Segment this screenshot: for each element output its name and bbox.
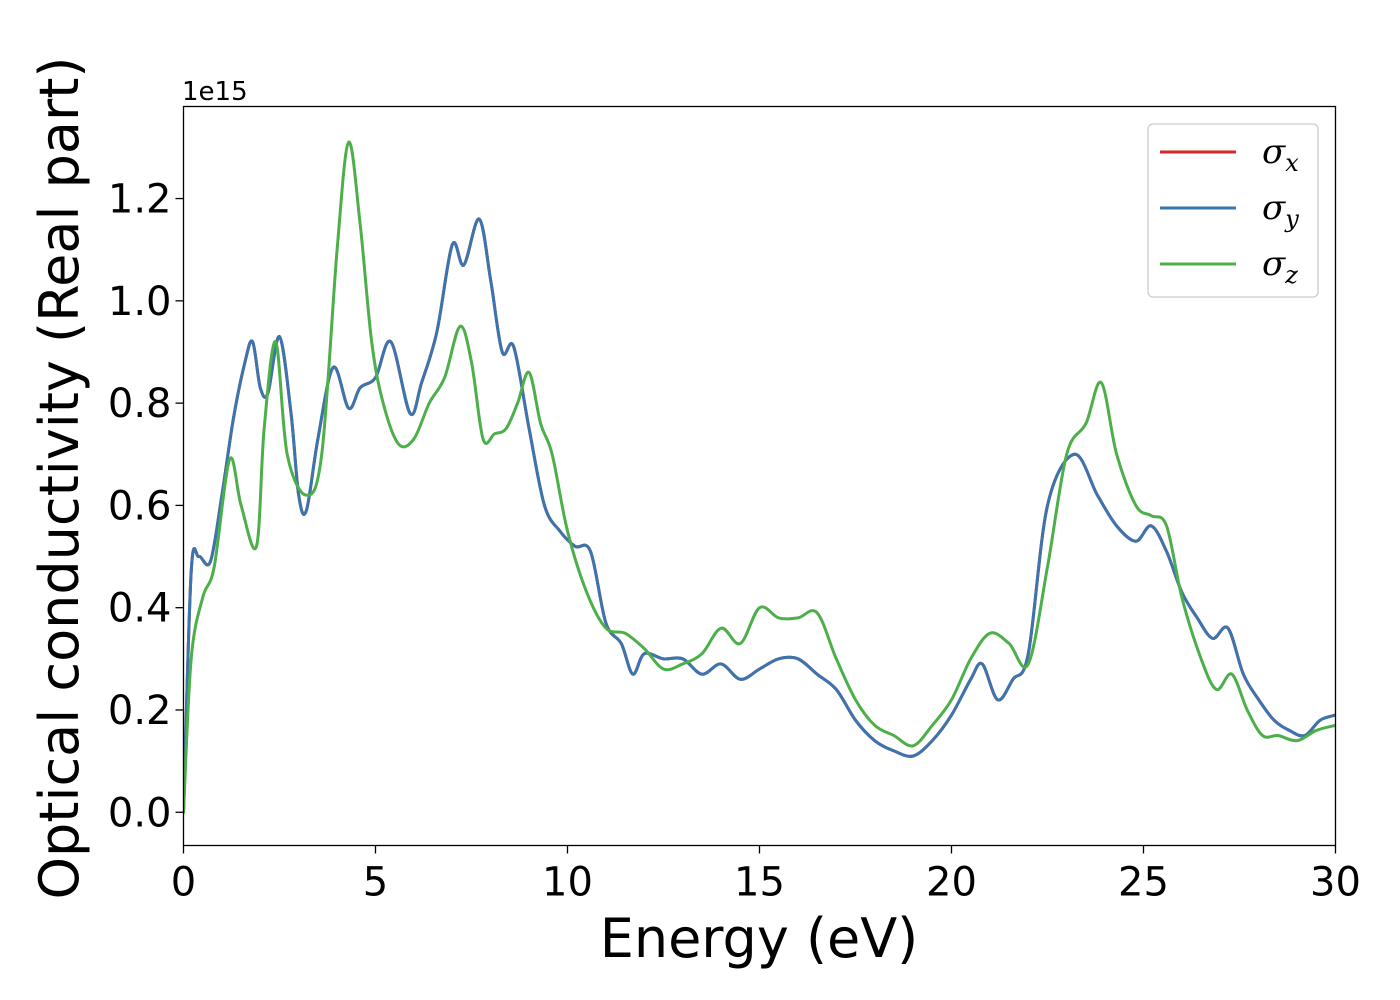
y-tick-label: 0.4	[108, 586, 172, 632]
series-layer	[183, 140, 1336, 814]
y-tick-label: 1.2	[108, 177, 172, 223]
x-tick-label: 0	[171, 860, 196, 906]
x-tick-label: 25	[1118, 860, 1169, 906]
legend-box	[1147, 123, 1319, 298]
y-axis-offset-label: 1e15	[182, 77, 248, 107]
x-tick-label: 20	[926, 860, 977, 906]
x-tick-label: 10	[542, 860, 593, 906]
legend: σx σy σz	[1147, 123, 1319, 298]
y-tick-label: 0.8	[108, 381, 172, 427]
series-line-y	[183, 217, 1336, 814]
x-axis-title: Energy (eV)	[600, 907, 919, 970]
y-tick-label: 0.6	[108, 483, 172, 529]
y-tick-label: 0.0	[108, 790, 172, 836]
x-tick-label: 30	[1310, 860, 1361, 906]
legend-label-y: σy	[1262, 188, 1299, 233]
x-axis-ticks: 0 5 10 15 20 25 30	[171, 845, 1361, 906]
series-line-z	[183, 140, 1336, 814]
series-line-x	[183, 217, 1336, 814]
y-axis-title: Optical conductivity (Real part)	[28, 57, 91, 900]
x-tick-label: 15	[734, 860, 785, 906]
y-tick-label: 0.2	[108, 688, 172, 734]
legend-label-x: σx	[1262, 132, 1299, 177]
y-axis-ticks: 0.0 0.2 0.4 0.6 0.8 1.0 1.2	[108, 177, 184, 836]
y-tick-label: 1.0	[108, 279, 172, 325]
legend-label-z: σz	[1262, 244, 1298, 289]
x-tick-label: 5	[363, 860, 388, 906]
